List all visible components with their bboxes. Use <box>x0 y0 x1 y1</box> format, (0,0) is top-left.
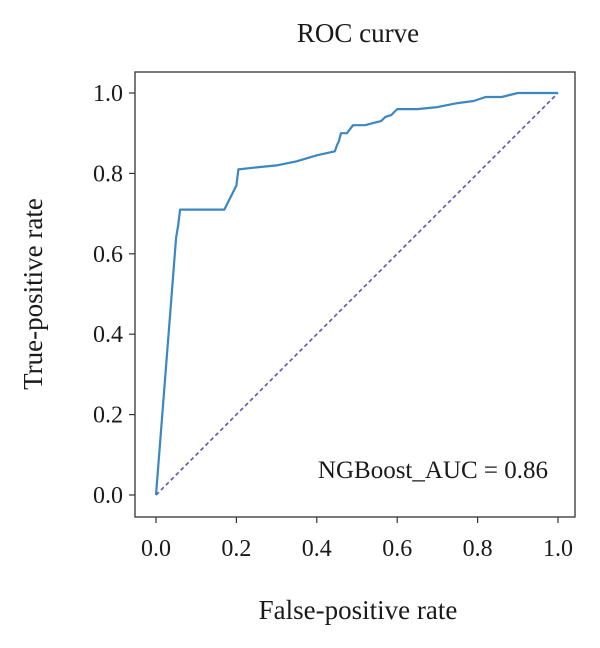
x-tick-label: 0.6 <box>382 536 412 562</box>
y-tick-label: 0.6 <box>93 242 123 268</box>
y-tick-label: 0.4 <box>93 322 123 348</box>
y-tick-label: 0.2 <box>93 403 123 429</box>
y-tick-label: 1.0 <box>93 81 123 107</box>
x-tick-label: 0.0 <box>141 536 171 562</box>
x-tick-label: 0.8 <box>463 536 493 562</box>
chance-diagonal-line <box>155 92 559 496</box>
y-axis: 0.0 0.2 0.4 0.6 0.8 1.0 <box>93 81 135 509</box>
x-tick-label: 1.0 <box>543 536 573 562</box>
x-tick-label: 0.4 <box>302 536 332 562</box>
y-axis-label: True-positive rate <box>18 198 48 390</box>
x-tick-label: 0.2 <box>221 536 251 562</box>
y-tick-label: 0.8 <box>93 161 123 187</box>
plot-frame <box>134 71 576 518</box>
roc-curve-line <box>154 91 558 496</box>
y-tick-label: 0.0 <box>93 483 123 509</box>
chart-title: ROC curve <box>297 18 419 48</box>
x-axis-label: False-positive rate <box>259 595 458 625</box>
x-axis: 0.0 0.2 0.4 0.6 0.8 1.0 <box>141 517 573 562</box>
auc-annotation: NGBoost_AUC = 0.86 <box>318 457 548 484</box>
